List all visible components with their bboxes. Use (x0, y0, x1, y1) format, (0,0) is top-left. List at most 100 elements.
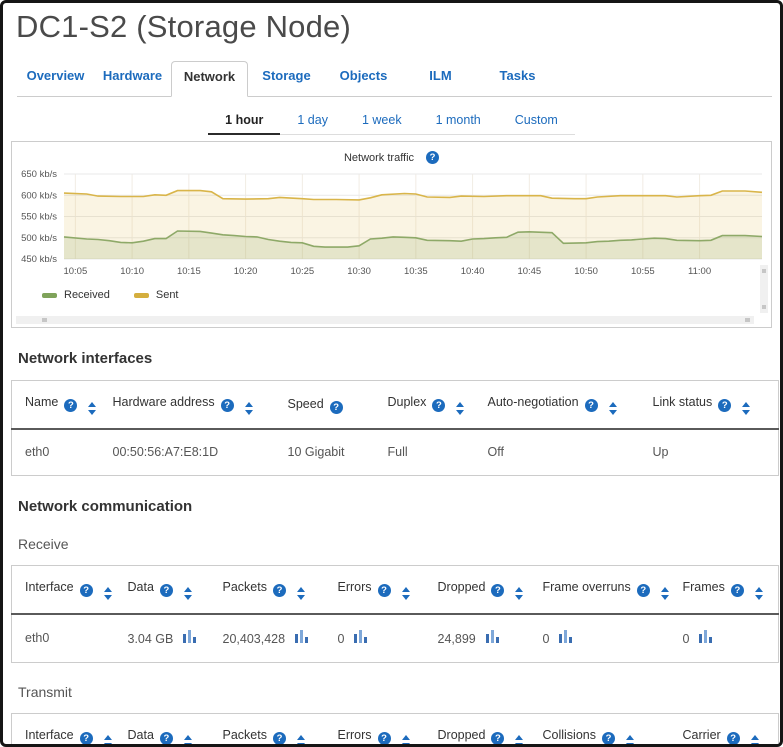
mini-chart-icon[interactable] (354, 630, 369, 643)
svg-text:10:55: 10:55 (631, 266, 655, 277)
time-range-1-day[interactable]: 1 day (297, 113, 328, 127)
sort-icon[interactable] (103, 587, 112, 600)
sort-icon[interactable] (626, 735, 634, 744)
col-interface: Interface? (11, 565, 122, 615)
help-icon[interactable]: ? (718, 399, 732, 412)
time-range-1-hour[interactable]: 1 hour (208, 108, 281, 135)
network-communication-heading: Network communication (18, 498, 193, 515)
sort-icon[interactable] (660, 587, 669, 600)
sort-icon[interactable] (103, 735, 112, 744)
sort-icon[interactable] (183, 587, 192, 600)
sort-icon[interactable] (515, 587, 524, 600)
svg-text:10:45: 10:45 (517, 266, 541, 277)
mini-chart-icon[interactable] (485, 630, 501, 643)
network-traffic-chart[interactable]: 450 kb/s 500 kb/s 550 kb/s 600 kb/s 650 kb/s… (12, 165, 772, 285)
cell-name: eth0 (25, 445, 50, 459)
sort-icon[interactable] (750, 735, 759, 744)
chart-horizontal-scrollbar[interactable] (16, 316, 754, 324)
table-header-row: Interface? Data? Packets? Errors? Droppe… (11, 713, 779, 744)
tab-bar: Overview Hardware Network Storage Object… (17, 61, 772, 97)
legend-sent-label: Sent (155, 289, 179, 301)
cell-frame-overruns: 0 (537, 614, 677, 663)
tab-overview[interactable]: Overview (26, 68, 85, 83)
sort-icon[interactable] (296, 735, 305, 744)
mini-chart-icon[interactable] (559, 630, 574, 643)
svg-text:10:40: 10:40 (461, 266, 485, 277)
help-icon[interactable]: ? (79, 732, 93, 744)
sort-icon[interactable] (244, 402, 253, 415)
col-packets: Packets? (216, 713, 332, 744)
mini-chart-icon[interactable] (295, 630, 310, 643)
legend-item-sent: Sent (133, 289, 179, 301)
received-swatch-icon (42, 292, 57, 298)
tab-hardware[interactable]: Hardware (102, 68, 163, 83)
sort-icon[interactable] (608, 402, 617, 415)
legend-received-label: Received (64, 289, 110, 301)
legend-item-received: Received (42, 289, 110, 301)
help-icon[interactable]: ? (159, 732, 173, 744)
cell-frames: 0 (677, 614, 779, 663)
sort-icon[interactable] (183, 735, 192, 744)
time-range-custom[interactable]: Custom (514, 113, 558, 127)
cell-duplex: Full (387, 445, 408, 459)
help-icon[interactable]: ? (491, 584, 505, 597)
col-carrier: Carrier? (676, 713, 779, 744)
cell-errors: 0 (332, 614, 432, 663)
sort-icon[interactable] (515, 735, 524, 744)
svg-text:500 kb/s: 500 kb/s (21, 233, 57, 244)
help-icon[interactable]: ? (79, 584, 93, 597)
svg-text:10:15: 10:15 (177, 266, 201, 277)
col-dropped: Dropped? (431, 565, 537, 615)
time-range-1-week[interactable]: 1 week (361, 113, 402, 127)
help-icon[interactable]: ? (426, 151, 440, 164)
tab-tasks[interactable]: Tasks (499, 68, 536, 83)
cell-auto-negotiation: Off (487, 445, 504, 459)
sort-icon[interactable] (456, 402, 465, 415)
col-collisions: Collisions? (536, 713, 677, 744)
help-icon[interactable]: ? (491, 732, 505, 744)
network-interfaces-heading: Network interfaces (18, 350, 153, 367)
sort-icon[interactable] (742, 402, 751, 415)
help-icon[interactable]: ? (432, 399, 446, 412)
help-icon[interactable]: ? (220, 399, 234, 412)
tab-ilm[interactable]: ILM (429, 68, 452, 83)
transmit-table: Interface? Data? Packets? Errors? Droppe… (11, 713, 779, 744)
mini-chart-icon[interactable] (699, 630, 714, 643)
receive-table: Interface? Data? Packets? Errors? Droppe… (11, 565, 779, 663)
help-icon[interactable]: ? (329, 400, 343, 414)
cell-hardware-address: 00:50:56:A7:E8:1D (112, 445, 219, 459)
sort-icon[interactable] (401, 735, 410, 744)
sort-icon[interactable] (754, 587, 763, 600)
tab-objects[interactable]: Objects (339, 68, 388, 83)
network-interfaces-table: Name? Hardware address? Speed? Duplex? A… (11, 380, 779, 476)
help-icon[interactable]: ? (584, 399, 598, 412)
col-frames: Frames? (676, 565, 779, 615)
help-icon[interactable]: ? (377, 732, 391, 744)
col-hardware-address: Hardware address? (106, 380, 282, 430)
help-icon[interactable]: ? (159, 584, 173, 597)
help-icon[interactable]: ? (64, 399, 78, 412)
sort-icon[interactable] (401, 587, 410, 600)
help-icon[interactable]: ? (602, 732, 615, 744)
help-icon[interactable]: ? (272, 584, 286, 597)
sort-icon[interactable] (296, 587, 305, 600)
col-link-status: Link status? (646, 380, 779, 430)
tab-storage[interactable]: Storage (262, 68, 311, 83)
cell-dropped: 24,899 (432, 614, 537, 663)
svg-text:10:25: 10:25 (290, 266, 314, 277)
help-icon[interactable]: ? (272, 732, 286, 744)
svg-text:10:10: 10:10 (120, 266, 144, 277)
help-icon[interactable]: ? (636, 584, 650, 597)
tab-network[interactable]: Network (171, 61, 248, 97)
chart-vertical-scrollbar[interactable] (760, 265, 768, 313)
sort-icon[interactable] (88, 402, 97, 415)
mini-chart-icon[interactable] (183, 630, 198, 643)
help-icon[interactable]: ? (726, 732, 740, 744)
help-icon[interactable]: ? (730, 584, 744, 597)
help-icon[interactable]: ? (377, 584, 391, 597)
col-name: Name? (11, 380, 107, 430)
table-row: eth0 3.04 GB 20,403,428 0 24,899 0 0 (12, 614, 779, 663)
time-range-1-month[interactable]: 1 month (435, 113, 481, 127)
time-range-group: 1 hour 1 day 1 week 1 month Custom (208, 108, 575, 135)
